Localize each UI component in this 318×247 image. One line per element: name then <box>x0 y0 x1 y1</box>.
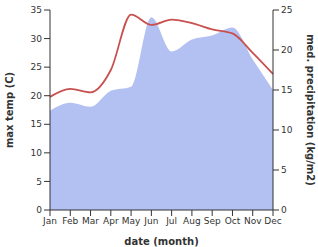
svg-text:Jun: Jun <box>143 216 158 226</box>
svg-text:5: 5 <box>281 165 287 175</box>
svg-text:Jan: Jan <box>42 216 57 226</box>
svg-text:max temp (C): max temp (C) <box>8 72 15 148</box>
svg-text:Dec: Dec <box>264 216 281 226</box>
svg-text:35: 35 <box>31 5 42 15</box>
svg-text:10: 10 <box>31 148 43 158</box>
svg-text:May: May <box>122 216 141 226</box>
svg-text:Apr: Apr <box>103 216 119 226</box>
svg-text:25: 25 <box>281 5 292 15</box>
svg-text:Feb: Feb <box>62 216 78 226</box>
svg-text:20: 20 <box>281 45 293 55</box>
svg-text:Jul: Jul <box>165 216 177 226</box>
svg-text:0: 0 <box>36 205 42 215</box>
svg-text:date (month): date (month) <box>124 236 198 247</box>
svg-text:Aug: Aug <box>183 216 201 226</box>
svg-text:30: 30 <box>31 34 43 44</box>
svg-text:0: 0 <box>281 205 287 215</box>
svg-text:Nov: Nov <box>244 216 262 226</box>
svg-text:Mar: Mar <box>82 216 99 226</box>
svg-text:15: 15 <box>31 119 42 129</box>
svg-text:Sep: Sep <box>204 216 221 226</box>
svg-text:Oct: Oct <box>225 216 241 226</box>
svg-text:10: 10 <box>281 125 293 135</box>
svg-text:5: 5 <box>36 177 42 187</box>
svg-text:20: 20 <box>31 91 43 101</box>
svg-text:15: 15 <box>281 85 292 95</box>
svg-text:med. precipitation (kg/m2): med. precipitation (kg/m2) <box>305 34 310 186</box>
svg-text:25: 25 <box>31 62 42 72</box>
